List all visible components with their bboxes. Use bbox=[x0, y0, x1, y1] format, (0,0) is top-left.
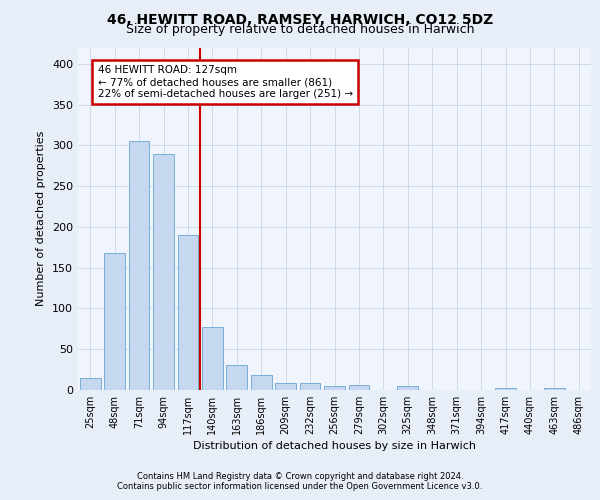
Text: Contains HM Land Registry data © Crown copyright and database right 2024.: Contains HM Land Registry data © Crown c… bbox=[137, 472, 463, 481]
Bar bbox=[80, 378, 101, 390]
Bar bbox=[202, 327, 223, 390]
Bar bbox=[226, 364, 247, 390]
Bar bbox=[324, 386, 345, 390]
Bar bbox=[128, 142, 149, 390]
Text: Size of property relative to detached houses in Harwich: Size of property relative to detached ho… bbox=[126, 22, 474, 36]
Y-axis label: Number of detached properties: Number of detached properties bbox=[37, 131, 46, 306]
Text: 46, HEWITT ROAD, RAMSEY, HARWICH, CO12 5DZ: 46, HEWITT ROAD, RAMSEY, HARWICH, CO12 5… bbox=[107, 12, 493, 26]
Bar bbox=[104, 253, 125, 390]
X-axis label: Distribution of detached houses by size in Harwich: Distribution of detached houses by size … bbox=[193, 441, 476, 451]
Bar bbox=[251, 376, 272, 390]
Bar bbox=[275, 382, 296, 390]
Bar bbox=[349, 385, 370, 390]
Text: 46 HEWITT ROAD: 127sqm
← 77% of detached houses are smaller (861)
22% of semi-de: 46 HEWITT ROAD: 127sqm ← 77% of detached… bbox=[98, 66, 353, 98]
Bar bbox=[178, 235, 199, 390]
Text: Contains public sector information licensed under the Open Government Licence v3: Contains public sector information licen… bbox=[118, 482, 482, 491]
Bar bbox=[153, 154, 174, 390]
Bar bbox=[397, 386, 418, 390]
Bar bbox=[299, 384, 320, 390]
Bar bbox=[495, 388, 516, 390]
Bar bbox=[544, 388, 565, 390]
